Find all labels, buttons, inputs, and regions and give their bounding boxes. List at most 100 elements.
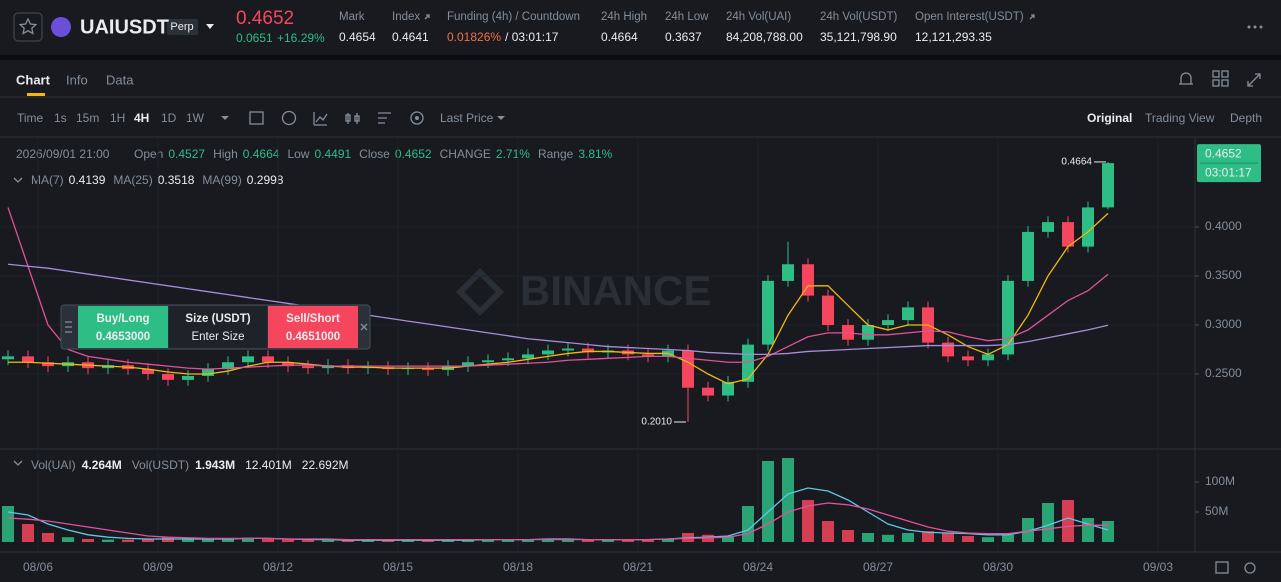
candle-body [42, 362, 54, 367]
link-icon[interactable] [424, 14, 430, 20]
ma-line [8, 212, 1109, 385]
candle-body [142, 369, 154, 374]
legend-value: 0.2998 [247, 173, 284, 187]
drag-handle [65, 321, 72, 333]
stat-label: Mark [339, 11, 365, 23]
price-change-pct: +16.29% [277, 31, 325, 45]
legend-value: 0.3518 [158, 173, 195, 187]
volume-bar [762, 461, 774, 542]
x-tick-label: 08/12 [263, 560, 293, 574]
volume-bar [842, 530, 854, 542]
y-tick-label: 0.4000 [1205, 219, 1242, 233]
sell-price: 0.4651000 [286, 331, 340, 343]
tab[interactable]: Chart [16, 72, 51, 87]
top-icons[interactable] [1179, 70, 1261, 87]
candle-body [302, 366, 314, 369]
vol-legend-label: Vol(USDT) [132, 458, 189, 472]
price-type-caret[interactable] [497, 116, 505, 120]
volume-bar [222, 538, 234, 542]
x-tick-label: 08/21 [623, 560, 653, 574]
interval[interactable]: 1H [110, 111, 125, 125]
stat-label: Funding (4h) / Countdown [447, 11, 580, 23]
volume-bar [862, 533, 874, 542]
stat-label: 24h High [601, 11, 647, 23]
stat-label: 24h Vol(USDT) [820, 11, 898, 23]
stat-value: 0.4654 [339, 30, 376, 44]
interval[interactable]: 1s [54, 111, 67, 125]
tab[interactable]: Info [66, 72, 88, 87]
candle-body [22, 356, 34, 363]
legend-value: 0.4491 [314, 147, 351, 161]
collapse-icon[interactable] [13, 460, 23, 466]
candle-body [462, 362, 474, 367]
candle-body [502, 358, 514, 361]
volume-bar [202, 539, 214, 542]
candle-body [802, 264, 814, 296]
size-input[interactable] [169, 306, 267, 348]
size-placeholder: Enter Size [191, 331, 244, 343]
buy-button[interactable] [78, 306, 168, 348]
volume-bar [142, 539, 154, 542]
legend-value: 2.71% [496, 147, 530, 161]
legend-value: 0.4527 [168, 147, 205, 161]
interval[interactable]: 1D [161, 111, 177, 125]
volume-bar [102, 539, 114, 542]
candle-body [982, 354, 994, 361]
stat-label: 24h Low [665, 11, 709, 23]
candle-body [722, 381, 734, 396]
watermark: BINANCE [520, 267, 711, 314]
tab[interactable]: Data [106, 72, 134, 87]
price-type[interactable]: Last Price [440, 111, 494, 125]
volume-bar [642, 539, 654, 542]
link-icon[interactable] [1029, 14, 1035, 20]
price-change: 0.0651 [236, 31, 273, 45]
interval[interactable]: 1W [186, 111, 205, 125]
interval[interactable]: 4H [134, 111, 149, 125]
x-tick-label: 08/18 [503, 560, 533, 574]
volume-bar [982, 537, 994, 542]
volume-bar [402, 540, 414, 542]
legend-label: Open [134, 147, 163, 161]
vol-legend-value: 12.401M [245, 458, 292, 472]
legend-value: 0.4664 [243, 147, 280, 161]
candle-body [1002, 280, 1014, 355]
view-option[interactable]: Depth [1230, 111, 1262, 125]
candle-body [182, 375, 194, 380]
volume-bar [602, 539, 614, 542]
legend-label: MA(7) [31, 173, 64, 187]
x-tick-label: 08/15 [383, 560, 413, 574]
tool-icons[interactable] [249, 110, 424, 126]
vol-legend-value: 22.692M [302, 458, 349, 472]
legend-label: MA(99) [202, 173, 241, 187]
legend-label: CHANGE [440, 147, 491, 161]
legend-time: 2026/09/01 21:00 [16, 147, 110, 161]
candle-body [162, 373, 174, 380]
more-icon[interactable] [1247, 25, 1263, 29]
candle-body [1022, 231, 1034, 281]
volume-bar [82, 539, 94, 542]
candle-body [562, 348, 574, 351]
stat-value: 12,121,293.35 [915, 30, 992, 44]
bottom-icons[interactable] [1215, 561, 1256, 574]
extreme-label: 0.2010 [641, 417, 672, 428]
candle-body [902, 307, 914, 321]
interval[interactable]: 15m [76, 111, 99, 125]
view-option[interactable]: Trading View [1145, 111, 1215, 125]
y2-tick-label: 100M [1205, 474, 1235, 488]
candle-body [742, 344, 754, 382]
interval[interactable]: Time [17, 111, 44, 125]
legend-label: Close [359, 147, 390, 161]
volume-bar [742, 506, 754, 542]
interval-caret[interactable] [221, 116, 229, 120]
volume-bar [722, 536, 734, 542]
sell-button[interactable] [268, 306, 358, 348]
ma-line [7, 263, 1109, 356]
symbol-caret[interactable] [206, 24, 214, 29]
collapse-icon[interactable] [13, 177, 23, 183]
favorite-button[interactable] [13, 12, 43, 42]
view-option[interactable]: Original [1087, 111, 1132, 125]
y2-tick-label: 50M [1205, 504, 1228, 518]
volume-bar [562, 539, 574, 542]
y-tick-label: 0.3000 [1205, 317, 1242, 331]
close-icon[interactable] [360, 323, 368, 331]
